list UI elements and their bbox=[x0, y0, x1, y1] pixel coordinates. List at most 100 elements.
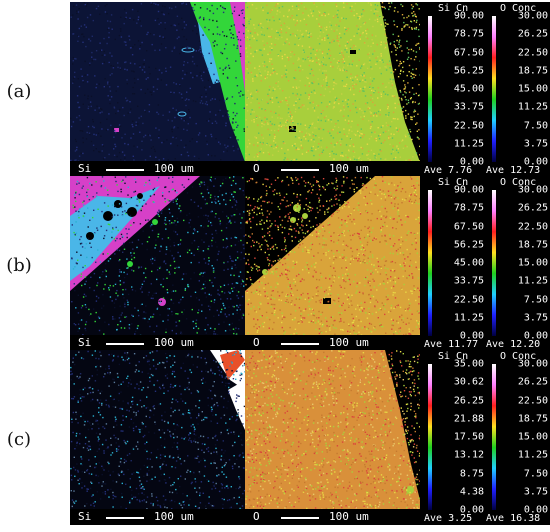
si-legend-header: Si Cn bbox=[438, 3, 469, 14]
tick-label: 4.38 bbox=[459, 486, 484, 498]
si-map-a: Si 100 um bbox=[70, 2, 245, 177]
si-color-scale bbox=[428, 16, 432, 162]
row-c-label: (c) bbox=[6, 429, 32, 450]
tick-label: 67.50 bbox=[453, 47, 484, 58]
tick-label: 26.25 bbox=[517, 28, 548, 40]
scale-label: 100 um bbox=[329, 162, 369, 175]
o-map-c-caption: O 100 um bbox=[245, 509, 420, 525]
tick-label: 7.50 bbox=[523, 468, 548, 479]
si-tick-labels: 35.00 30.62 26.25 21.88 17.50 13.12 8.75 4.38 0.… bbox=[434, 358, 484, 516]
si-color-scale bbox=[428, 364, 432, 510]
tick-label: 15.00 bbox=[517, 257, 548, 269]
o-map-a-image bbox=[245, 2, 420, 177]
tick-label: 7.50 bbox=[523, 294, 548, 305]
tick-label: 45.00 bbox=[453, 257, 484, 269]
tick-label: 90.00 bbox=[453, 184, 484, 196]
o-map-b-image bbox=[245, 176, 420, 351]
scale-bar bbox=[106, 343, 144, 345]
tick-label: 90.00 bbox=[453, 10, 484, 22]
tick-label: 0.00 bbox=[459, 330, 484, 342]
o-map-b: O 100 um bbox=[245, 176, 420, 351]
tick-label: 3.75 bbox=[523, 312, 548, 324]
tick-label: 3.75 bbox=[523, 486, 548, 498]
legend-a: Si Cn O Conc 90.00 78.75 67.50 56.25 45.00 33… bbox=[420, 2, 550, 177]
legend-b: Si Cn O Conc 90.00 78.75 67.50 56.25 45.00 33… bbox=[420, 176, 550, 351]
o-map-a-caption: O 100 um bbox=[245, 161, 420, 177]
si-map-c-caption: Si 100 um bbox=[70, 509, 245, 525]
tick-label: 67.50 bbox=[453, 221, 484, 232]
si-map-b-element: Si bbox=[78, 336, 92, 349]
tick-label: 13.12 bbox=[453, 449, 484, 461]
o-map-a-element: O bbox=[253, 162, 260, 175]
tick-label: 35.00 bbox=[453, 358, 484, 370]
tick-label: 0.00 bbox=[459, 156, 484, 168]
tick-label: 33.75 bbox=[453, 101, 484, 113]
o-legend-header: O Conc bbox=[500, 177, 537, 188]
o-map-c-image bbox=[245, 350, 420, 525]
si-tick-labels: 90.00 78.75 67.50 56.25 45.00 33.75 22.50 11.25… bbox=[434, 184, 484, 342]
scale-label: 100 um bbox=[154, 510, 194, 523]
tick-label: 30.00 bbox=[517, 184, 548, 196]
o-average: Ave 12.20 bbox=[486, 339, 541, 350]
tick-label: 26.25 bbox=[517, 202, 548, 214]
si-average: Ave 11.77 bbox=[424, 339, 479, 350]
o-legend-header: O Conc bbox=[500, 3, 537, 14]
o-color-scale bbox=[492, 16, 496, 162]
tick-label: 3.75 bbox=[523, 138, 548, 150]
tick-label: 0.00 bbox=[459, 504, 484, 516]
tick-label: 11.25 bbox=[517, 275, 548, 287]
o-average: Ave 12.73 bbox=[486, 165, 541, 176]
tick-label: 26.25 bbox=[517, 376, 548, 388]
scale-label: 100 um bbox=[154, 336, 194, 349]
tick-label: 15.00 bbox=[517, 83, 548, 95]
legend-c: Si Cn O Conc 35.00 30.62 26.25 21.88 17.50 13… bbox=[420, 350, 550, 525]
tick-label: 78.75 bbox=[453, 202, 484, 214]
scale-bar bbox=[281, 343, 319, 345]
tick-label: 18.75 bbox=[517, 413, 548, 425]
tick-label: 30.62 bbox=[453, 376, 484, 388]
o-color-scale bbox=[492, 364, 496, 510]
si-map-c-element: Si bbox=[78, 510, 92, 523]
tick-label: 22.50 bbox=[517, 47, 548, 58]
tick-label: 22.50 bbox=[517, 221, 548, 232]
tick-label: 21.88 bbox=[453, 413, 484, 425]
tick-label: 15.00 bbox=[517, 431, 548, 443]
row-b-label: (b) bbox=[6, 255, 32, 276]
si-legend-header: Si Cn bbox=[438, 351, 469, 362]
si-map-c-image bbox=[70, 350, 245, 525]
tick-label: 22.50 bbox=[453, 294, 484, 305]
tick-label: 45.00 bbox=[453, 83, 484, 95]
si-map-a-element: Si bbox=[78, 162, 92, 175]
tick-label: 56.25 bbox=[453, 239, 484, 251]
tick-label: 11.25 bbox=[517, 449, 548, 461]
tick-label: 11.25 bbox=[453, 138, 484, 150]
scale-bar bbox=[281, 517, 319, 519]
o-color-scale bbox=[492, 190, 496, 336]
o-map-a: O 100 um bbox=[245, 2, 420, 177]
tick-label: 0.00 bbox=[523, 504, 548, 516]
o-legend-header: O Conc bbox=[500, 351, 537, 362]
si-map-c: Si 100 um bbox=[70, 350, 245, 525]
tick-label: 7.50 bbox=[523, 120, 548, 131]
tick-label: 30.00 bbox=[517, 10, 548, 22]
tick-label: 11.25 bbox=[517, 101, 548, 113]
tick-label: 56.25 bbox=[453, 65, 484, 77]
scale-label: 100 um bbox=[329, 336, 369, 349]
tick-label: 22.50 bbox=[453, 120, 484, 131]
si-tick-labels: 90.00 78.75 67.50 56.25 45.00 33.75 22.50 11.25… bbox=[434, 10, 484, 168]
o-map-b-element: O bbox=[253, 336, 260, 349]
tick-label: 18.75 bbox=[517, 239, 548, 251]
scale-bar bbox=[106, 517, 144, 519]
scale-bar bbox=[106, 169, 144, 171]
tick-label: 0.00 bbox=[523, 156, 548, 168]
row-a-label: (a) bbox=[6, 81, 32, 102]
tick-label: 8.75 bbox=[459, 468, 484, 479]
tick-label: 78.75 bbox=[453, 28, 484, 40]
tick-label: 22.50 bbox=[517, 395, 548, 406]
si-legend-header: Si Cn bbox=[438, 177, 469, 188]
o-tick-labels: 30.00 26.25 22.50 18.75 15.00 11.25 7.50 3.75 0.… bbox=[498, 184, 548, 342]
si-average: Ave 7.76 bbox=[424, 165, 473, 176]
tick-label: 33.75 bbox=[453, 275, 484, 287]
tick-label: 17.50 bbox=[453, 431, 484, 443]
si-map-a-image bbox=[70, 2, 245, 177]
